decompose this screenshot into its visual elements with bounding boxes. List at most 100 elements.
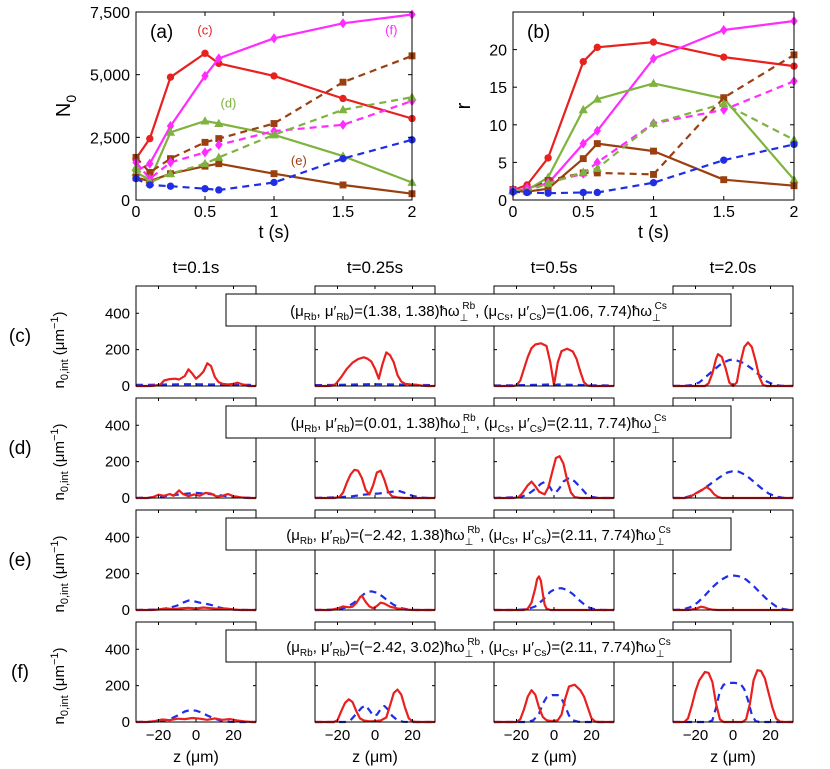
panel-b-series-0-point-3 — [579, 57, 587, 66]
param-part: )=(−2.42, 3.02)ħω — [345, 639, 465, 656]
param-sub: Cs — [529, 312, 541, 323]
param-part: , μ′ — [313, 527, 333, 544]
row-0-param-box — [225, 293, 732, 327]
panel-a-series-0-point-5 — [270, 72, 278, 80]
panel-b-series-6-point-4 — [592, 163, 602, 172]
row-2-panel-2-blue-line — [494, 587, 614, 612]
param-sub: Cs — [534, 648, 546, 659]
panel-a-xtick-label: 0 — [132, 204, 141, 221]
param-sub: Cs — [502, 648, 514, 659]
panel-a-series-0-point-1 — [146, 134, 154, 143]
row-label-3: (f) — [11, 662, 29, 683]
row-3-param-text: (μRb, μ′Rb)=(−2.42, 3.02)ħω⊥Rb, (μCs, μ′… — [286, 637, 670, 660]
ylabel-unit-sup: −1 — [49, 653, 61, 666]
panel-b-series-3-point-6 — [720, 176, 728, 184]
panel-a-ylabel-main: N — [53, 103, 75, 117]
panel-b-series-6-point-6 — [719, 98, 729, 108]
param-sup: Rb — [467, 525, 480, 536]
panel-a-series-4-point-6 — [339, 78, 347, 86]
col-3-xlabel: z (μm) — [710, 749, 756, 766]
col-3-xtick-label: −20 — [683, 727, 708, 744]
panel-b-series-1-point-3 — [579, 138, 587, 149]
row-1-ylabel: n0,int (μm−1) — [49, 424, 71, 501]
row-3-ytick-label: 200 — [105, 678, 130, 695]
row-1-panel-3-blue-line — [673, 470, 794, 500]
ylabel-unit: (μm — [51, 665, 68, 695]
panel-b-series-7-point-6 — [720, 156, 728, 164]
ylabel-sub: 0,int — [59, 471, 71, 492]
param-part: , μ′ — [313, 639, 333, 656]
param-sup: Cs — [655, 301, 667, 312]
row-2-param-box — [225, 517, 732, 551]
param-sub: Cs — [498, 424, 510, 435]
panel-a-series-2-point-2 — [165, 127, 176, 136]
panel-a-series-5-point-6 — [339, 119, 347, 130]
row-1-ytick-label: 400 — [105, 417, 130, 434]
panel-b-series-4-point-4 — [593, 169, 601, 177]
param-sub: Rb — [336, 312, 349, 323]
panel-b-ylabel-main: r — [453, 102, 475, 109]
panel-a-ytick-label: 7,500 — [90, 5, 130, 22]
column-title-3: t=2.0s — [710, 258, 757, 277]
panel-b-series-2-point-3 — [578, 104, 588, 114]
row-0-ylabel: n0,int (μm−1) — [49, 312, 71, 389]
row-1-panel-0-red-line — [136, 489, 256, 500]
ylabel-main: n — [51, 380, 68, 388]
panel-b-series-6-point-2 — [543, 178, 553, 187]
col-2-xlabel: z (μm) — [531, 749, 577, 766]
panel-a-series-6-point-4 — [214, 152, 224, 161]
panel-a-series-6-point-5 — [269, 129, 279, 139]
row-3-panel-3-blue-line — [673, 681, 793, 724]
panel-a-xtick-label: 1.5 — [332, 204, 354, 221]
panel-b-xtick-label: 1.5 — [713, 204, 735, 221]
col-2-xtick-label: 0 — [550, 727, 558, 744]
panel-b-xtick-label: 0.5 — [572, 204, 594, 221]
panel-b-series-1-point-6 — [720, 24, 728, 36]
param-part: )=(0.01, 1.38)ħω — [350, 415, 461, 432]
param-sup: Cs — [659, 637, 671, 648]
panel-a-series-0-point-3 — [201, 49, 209, 58]
row-3-ytick-label: 0 — [122, 714, 130, 731]
param-sub: Rb — [333, 648, 346, 659]
param-part: (μ — [290, 303, 304, 320]
panel-a-series-4-point-4 — [215, 135, 223, 143]
col-0-xlabel: z (μm) — [173, 749, 219, 766]
row-1-ytick-label: 0 — [122, 490, 130, 507]
panel-a-series-3-point-6 — [339, 181, 347, 189]
panel-a-xlabel: t (s) — [259, 222, 290, 242]
panel-a-label: (a) — [150, 22, 173, 43]
param-part: )=(−2.42, 1.38)ħω — [345, 527, 465, 544]
panel-b-series-0-point-5 — [649, 38, 658, 46]
row-label-0: (c) — [9, 326, 31, 347]
param-sub: ⊥ — [656, 537, 665, 548]
param-part: )=(2.11, 7.74)ħω — [542, 415, 652, 432]
ylabel-unit: (μm — [51, 553, 68, 583]
panel-a-series-3-point-4 — [215, 160, 223, 168]
panel-b-series-2-point-5 — [648, 78, 659, 87]
panel-a-series-7-point-1 — [146, 181, 154, 189]
panel-b-series-1-line — [512, 19, 795, 194]
panel-a-ytick-label: 5,000 — [90, 68, 130, 85]
panel-a-series-6-point-6 — [338, 104, 348, 114]
panel-b-series-3-point-3 — [579, 155, 587, 163]
panel-b-series-7-point-2 — [544, 189, 552, 197]
param-part: , (μ — [480, 527, 502, 544]
panel-a-series-4-point-5 — [270, 120, 278, 127]
row-0-ytick-label: 200 — [105, 342, 130, 359]
panel-b-series-1-point-4 — [593, 125, 601, 136]
row-2-ylabel: n0,int (μm−1) — [49, 536, 71, 613]
param-sup: Rb — [467, 637, 480, 648]
panel-a-series-6-line — [135, 96, 413, 184]
param-part: )=(1.06, 7.74)ħω — [541, 303, 652, 320]
panel-b-series-0-point-4 — [593, 43, 601, 52]
param-sub: Rb — [304, 424, 317, 435]
ylabel-sub: 0,int — [59, 359, 71, 380]
param-part: )=(2.11, 7.74)ħω — [546, 527, 656, 544]
row-1-panel-1-red-line — [315, 468, 435, 500]
panel-a-series-1-point-1 — [146, 158, 154, 169]
column-title-1: t=0.25s — [347, 258, 403, 277]
panel-a-series-1-point-5 — [270, 33, 278, 44]
ylabel-unit-end: ) — [51, 536, 68, 541]
param-sub: Rb — [304, 312, 317, 323]
